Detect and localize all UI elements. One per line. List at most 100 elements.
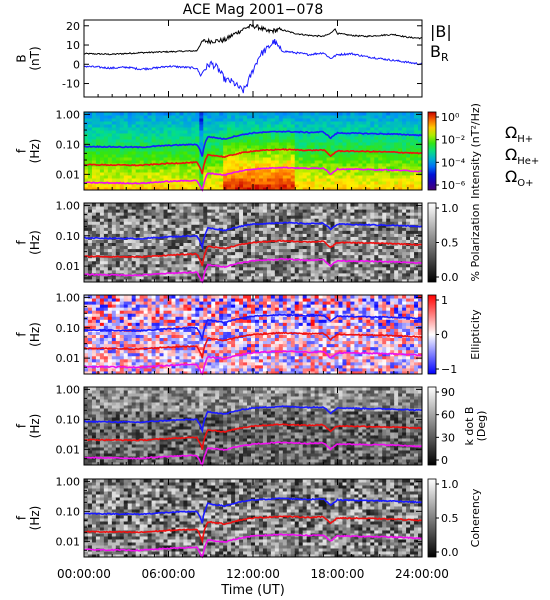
heatmap-cell xyxy=(418,172,423,176)
heatmap-cell xyxy=(179,112,184,116)
heatmap-cell xyxy=(87,187,93,191)
heatmap-cell xyxy=(354,187,359,191)
heatmap-cell xyxy=(378,230,383,234)
heatmap-cell xyxy=(123,355,129,360)
heatmap-cell xyxy=(99,148,105,152)
heatmap-cell xyxy=(294,145,300,149)
heatmap-cell xyxy=(286,260,292,265)
heatmap-cell xyxy=(414,157,419,161)
heatmap-cell xyxy=(163,272,169,277)
heatmap-cell xyxy=(179,181,184,185)
heatmap-cell xyxy=(394,209,399,213)
heatmap-cell xyxy=(406,263,411,268)
heatmap-cell xyxy=(135,295,141,299)
heatmap-cell xyxy=(290,266,296,271)
heatmap-cell xyxy=(99,139,105,143)
heatmap-cell xyxy=(87,112,93,116)
heatmap-cell xyxy=(410,163,415,167)
heatmap-cell xyxy=(151,187,157,191)
heatmap-cell xyxy=(378,275,383,280)
heatmap-cell xyxy=(183,151,188,155)
heatmap-cell xyxy=(147,124,153,128)
heatmap-cell xyxy=(366,212,371,216)
heatmap-cell xyxy=(127,142,133,146)
heatmap-cell xyxy=(127,361,133,366)
heatmap-cell xyxy=(119,266,125,271)
heatmap-cell xyxy=(270,254,276,259)
heatmap-cell xyxy=(346,169,351,173)
heatmap-cell xyxy=(91,269,97,274)
heatmap-cell xyxy=(390,212,395,216)
heatmap-cell xyxy=(294,136,300,140)
heatmap-cell xyxy=(286,145,292,149)
heatmap-cell xyxy=(302,257,308,262)
heatmap-cell xyxy=(115,151,121,155)
heatmap-cell xyxy=(183,275,188,280)
heatmap-cell xyxy=(159,224,165,228)
heatmap-cell xyxy=(290,151,296,155)
heatmap-cell xyxy=(183,118,188,122)
heatmap-cell xyxy=(84,266,89,271)
heatmap-cell xyxy=(227,178,232,182)
heatmap-cell xyxy=(111,307,117,311)
heatmap-cell xyxy=(87,275,93,280)
heatmap-cell xyxy=(402,269,407,274)
heatmap-cell xyxy=(314,154,320,158)
heatmap-cell xyxy=(155,221,161,225)
heatmap-cell xyxy=(211,178,216,182)
heatmap-cell xyxy=(251,145,256,149)
heatmap-cell xyxy=(338,121,343,125)
ytick-label: 0 xyxy=(73,58,80,71)
heatmap-cell xyxy=(334,248,339,253)
heatmap-cell xyxy=(103,319,109,323)
heatmap-cell xyxy=(87,367,93,372)
heatmap-cell xyxy=(278,181,284,185)
heatmap-cell xyxy=(223,124,228,128)
heatmap-cell xyxy=(338,215,343,219)
heatmap-cell xyxy=(366,130,371,134)
heatmap-cell xyxy=(247,257,252,262)
heatmap-cell xyxy=(203,254,208,259)
heatmap-cell xyxy=(270,224,276,228)
heatmap-cell xyxy=(183,263,188,268)
heatmap-cell xyxy=(131,230,137,234)
heatmap-cell xyxy=(159,215,165,219)
heatmap-cell xyxy=(219,148,224,152)
heatmap-cell xyxy=(270,127,276,131)
heatmap-cell xyxy=(370,263,375,268)
heatmap-cell xyxy=(135,248,141,253)
heatmap-cell xyxy=(330,154,336,158)
heatmap-cell xyxy=(370,221,375,225)
heatmap-cell xyxy=(390,136,395,140)
heatmap-cell xyxy=(199,163,204,167)
heatmap-cell xyxy=(215,163,220,167)
heatmap-cell xyxy=(378,239,383,243)
heatmap-cell xyxy=(274,181,280,185)
heatmap-cell xyxy=(254,172,260,176)
heatmap-cell xyxy=(143,275,149,280)
heatmap-cell xyxy=(410,278,415,283)
heatmap-cell xyxy=(215,257,220,262)
heatmap-cell xyxy=(131,118,137,122)
heatmap-cell xyxy=(266,254,272,259)
heatmap-cell xyxy=(207,175,212,179)
heatmap-cell xyxy=(131,257,137,262)
figure-title: ACE Mag 2001−078 xyxy=(183,2,323,18)
heatmap-cell xyxy=(362,272,367,277)
heatmap-cell xyxy=(330,118,336,122)
heatmap-cell xyxy=(203,121,208,125)
heatmap-cell xyxy=(103,263,109,268)
heatmap-cell xyxy=(318,139,324,143)
heatmap-cell xyxy=(362,187,367,191)
heatmap-cell xyxy=(298,278,304,283)
heatmap-cell xyxy=(99,251,105,256)
heatmap-cell xyxy=(103,349,109,354)
heatmap-cell xyxy=(111,230,117,234)
heatmap-cell xyxy=(266,133,272,137)
heatmap-cell xyxy=(219,275,224,280)
heatmap-cell xyxy=(294,266,300,271)
heatmap-cell xyxy=(235,203,240,207)
heatmap-cell xyxy=(147,127,153,131)
heatmap-cell xyxy=(84,257,89,262)
heatmap-cell xyxy=(84,278,89,283)
